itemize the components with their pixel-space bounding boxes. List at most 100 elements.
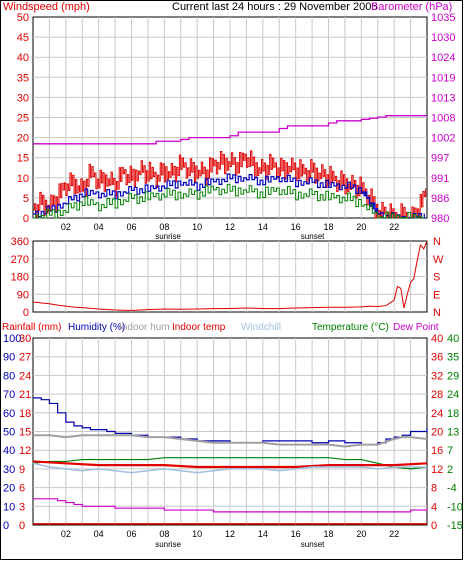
rain-tick-label: 30	[19, 333, 31, 345]
wind-x-tick-label: 06	[126, 222, 136, 232]
legend-dew-point: Dew Point	[393, 322, 439, 333]
temperature-tick-label: 18	[447, 408, 459, 420]
direction-y-tick-label: 0	[23, 307, 29, 319]
legend-temperature: Temperature (°C)	[312, 322, 389, 333]
rain-tick-label: 24	[19, 370, 31, 382]
rain-tick-label: 0	[19, 520, 25, 532]
wind-x-tick-label: 02	[61, 222, 71, 232]
humidity-tick-label: 60	[3, 408, 15, 420]
humidity-tick-label: 100	[3, 333, 21, 345]
wind-y-tick-label: 15	[17, 153, 29, 165]
temp-x-tick-label: 18	[323, 529, 333, 539]
rain-tick-label: 18	[19, 408, 31, 420]
indoor-temp-tick-label: 4	[431, 501, 437, 513]
temperature-tick-label: -15	[447, 520, 463, 532]
rain-tick-label: 12	[19, 445, 31, 457]
temp-sunset-marker: sunset	[301, 540, 325, 549]
windspeed-axis-title: Windspeed (mph)	[3, 1, 90, 13]
baro-y-tick-label: 986	[431, 193, 449, 205]
humidity-tick-label: 20	[3, 483, 15, 495]
indoor-temp-tick-label: 32	[431, 370, 443, 382]
legend-windchill: Windchill	[241, 322, 281, 333]
humidity-tick-label: 0	[3, 520, 9, 532]
baro-y-tick-label: 1013	[431, 92, 455, 104]
rain-tick-label: 27	[19, 352, 31, 364]
temp-x-tick-label: 14	[258, 529, 268, 539]
indoor-temp-tick-label: 16	[431, 445, 443, 457]
wind-sunrise-marker: sunrise	[155, 232, 181, 241]
baro-y-tick-label: 1030	[431, 32, 455, 44]
temperature-tick-label: 13	[447, 427, 459, 439]
temperature-tick-label: 35	[447, 352, 459, 364]
indoor-temp-tick-label: 36	[431, 352, 443, 364]
compass-tick-label: S	[433, 272, 440, 284]
humidity-tick-label: 70	[3, 389, 15, 401]
wind-average-series	[33, 173, 425, 219]
indoor-temp-tick-label: 8	[431, 483, 437, 495]
temp-sunrise-marker: sunrise	[155, 540, 181, 549]
humidity-tick-label: 80	[3, 370, 15, 382]
wind-x-tick-label: 22	[389, 222, 399, 232]
wind-y-tick-label: 35	[17, 72, 29, 84]
baro-y-tick-label: 991	[431, 173, 449, 185]
compass-tick-label: N	[433, 236, 441, 248]
temp-x-tick-label: 20	[356, 529, 366, 539]
indoor-temp-tick-label: 20	[431, 427, 443, 439]
barometer-axis-title: Barometer (hPa)	[371, 1, 452, 13]
indoor-temp-series	[32, 460, 428, 469]
wind-x-tick-label: 04	[94, 222, 104, 232]
wind-sunset-marker: sunset	[301, 232, 325, 241]
temp-x-tick-label: 02	[61, 529, 71, 539]
legend-humidity: Humidity (%)	[68, 322, 125, 333]
temperature-tick-label: 2	[447, 464, 453, 476]
compass-tick-label: E	[433, 289, 440, 301]
legend-indoor-hum: Indoor hum	[119, 322, 170, 333]
compass-tick-label: N	[433, 307, 441, 319]
chart-date-title: Current last 24 hours : 29 November 2005	[172, 1, 377, 13]
rain-tick-label: 15	[19, 427, 31, 439]
wind-y-tick-label: 0	[23, 213, 29, 225]
indoor-temp-tick-label: 40	[431, 333, 443, 345]
temperature-tick-label: 24	[447, 389, 459, 401]
baro-y-tick-label: 1019	[431, 72, 455, 84]
rain-tick-label: 21	[19, 389, 31, 401]
wind-low-series	[33, 183, 425, 219]
humidity-tick-label: 30	[3, 464, 15, 476]
temp-x-tick-label: 06	[126, 529, 136, 539]
temperature-tick-label: 40	[447, 333, 459, 345]
wind-y-tick-label: 5	[23, 193, 29, 205]
wind-x-tick-label: 10	[192, 222, 202, 232]
wind-x-tick-label: 12	[225, 222, 235, 232]
legend-rainfall: Rainfall (mm)	[2, 322, 61, 333]
indoor-humidity-series	[33, 434, 428, 448]
temp-x-tick-label: 08	[159, 529, 169, 539]
temp-x-tick-label: 10	[192, 529, 202, 539]
temp-x-tick-label: 04	[94, 529, 104, 539]
humidity-tick-label: 50	[3, 427, 15, 439]
temperature-tick-label: -4	[447, 483, 457, 495]
humidity-tick-label: 10	[3, 501, 15, 513]
wind-y-tick-label: 25	[17, 113, 29, 125]
dew-point-series	[33, 498, 428, 513]
indoor-temp-tick-label: 24	[431, 408, 443, 420]
temperature-tick-label: -10	[447, 501, 463, 513]
direction-y-tick-label: 90	[17, 289, 29, 301]
temperature-tick-label: 7	[447, 445, 453, 457]
direction-y-tick-label: 270	[11, 254, 29, 266]
temperature-tick-label: 29	[447, 370, 459, 382]
barometer-series	[33, 115, 427, 145]
humidity-tick-label: 90	[3, 352, 15, 364]
temp-x-tick-label: 22	[389, 529, 399, 539]
indoor-temp-tick-label: 0	[431, 520, 437, 532]
direction-y-tick-label: 180	[11, 272, 29, 284]
rain-tick-label: 6	[19, 483, 25, 495]
wind-y-tick-label: 20	[17, 133, 29, 145]
direction-y-tick-label: 360	[11, 236, 29, 248]
rain-tick-label: 9	[19, 464, 25, 476]
wind-direction-series	[32, 240, 428, 311]
indoor-temp-tick-label: 28	[431, 389, 443, 401]
humidity-tick-label: 40	[3, 445, 15, 457]
baro-y-tick-label: 1024	[431, 52, 455, 64]
